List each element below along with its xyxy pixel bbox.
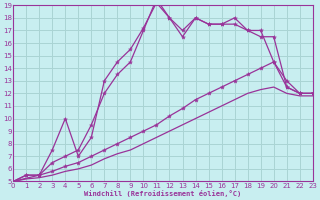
X-axis label: Windchill (Refroidissement éolien,°C): Windchill (Refroidissement éolien,°C) <box>84 190 242 197</box>
